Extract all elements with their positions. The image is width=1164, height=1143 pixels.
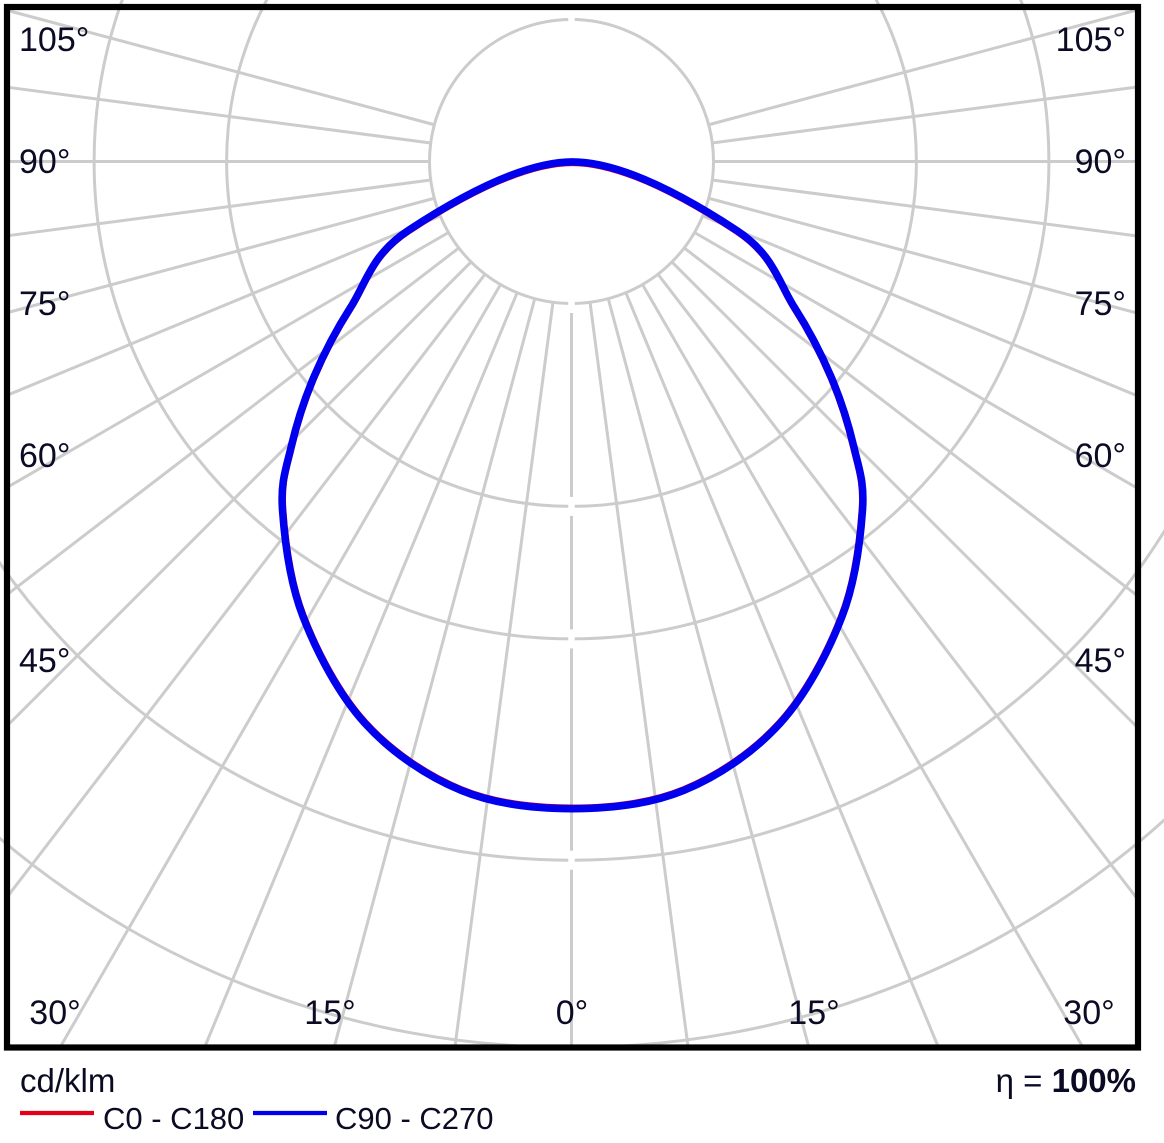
svg-text:45°: 45° xyxy=(1075,642,1126,680)
svg-text:30°: 30° xyxy=(1063,994,1114,1032)
svg-text:105°: 105° xyxy=(19,21,89,59)
svg-text:75°: 75° xyxy=(19,285,70,323)
svg-text:90°: 90° xyxy=(19,143,70,181)
svg-text:C90 - C270: C90 - C270 xyxy=(335,1101,494,1136)
svg-text:0°: 0° xyxy=(556,994,589,1032)
svg-text:75°: 75° xyxy=(1075,285,1126,323)
svg-text:15°: 15° xyxy=(304,994,355,1032)
svg-text:C0 - C180: C0 - C180 xyxy=(103,1101,244,1136)
svg-text:45°: 45° xyxy=(19,642,70,680)
svg-text:15°: 15° xyxy=(788,994,839,1032)
svg-text:60°: 60° xyxy=(19,437,70,475)
svg-text:60°: 60° xyxy=(1075,437,1126,475)
svg-text:105°: 105° xyxy=(1056,21,1126,59)
svg-text:30°: 30° xyxy=(29,994,80,1032)
svg-text:90°: 90° xyxy=(1075,143,1126,181)
svg-text:η = 100%: η = 100% xyxy=(996,1062,1136,1099)
svg-text:cd/klm: cd/klm xyxy=(20,1062,115,1099)
